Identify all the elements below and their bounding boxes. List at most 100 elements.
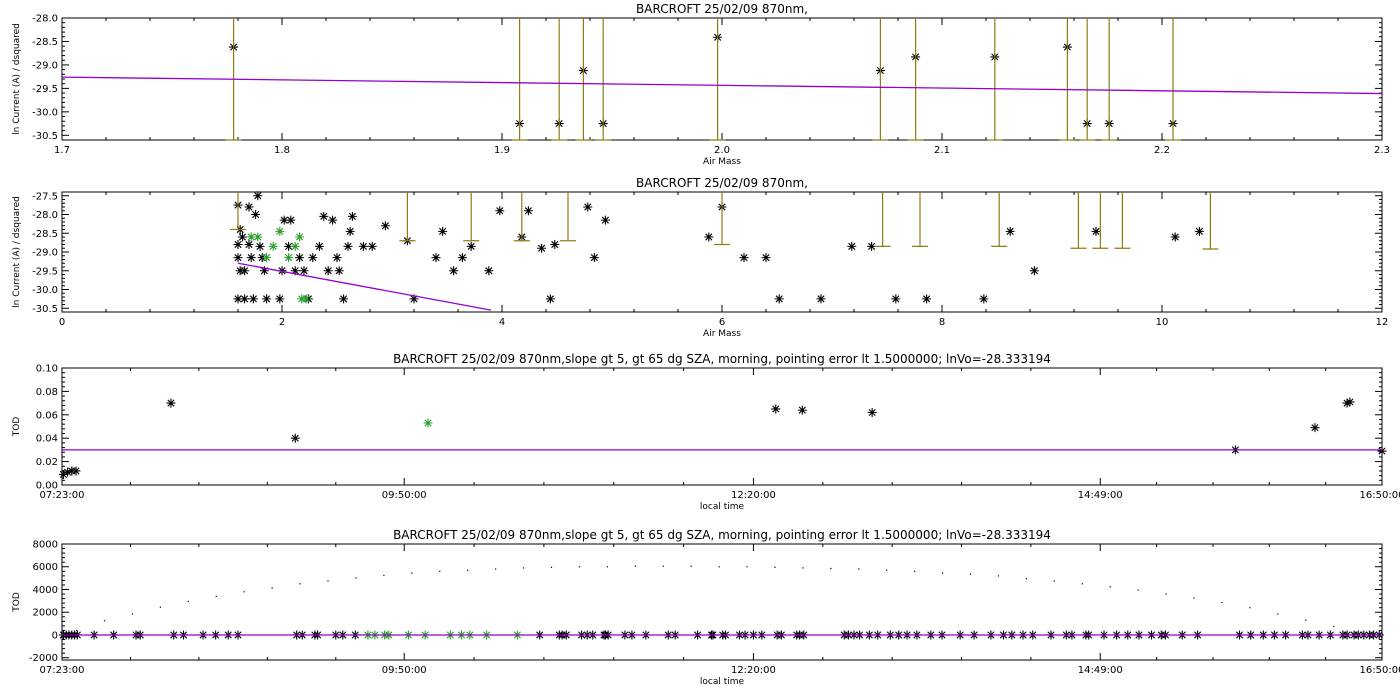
data-point	[358, 241, 368, 251]
data-point-glyph	[347, 211, 357, 221]
data-point	[343, 241, 353, 251]
data-point-glyph	[816, 294, 826, 304]
panel-title: BARCROFT 25/02/09 870nm,	[636, 2, 808, 16]
data-point-glyph	[589, 253, 599, 263]
selected-point-glyph	[423, 418, 433, 428]
data-point	[251, 210, 261, 219]
data-point	[253, 191, 263, 201]
x-tick-label: 14:49:00	[1078, 665, 1123, 676]
data-point	[323, 266, 333, 276]
data-point	[431, 253, 441, 263]
data-point-glyph	[332, 253, 342, 263]
data-point	[771, 404, 781, 414]
data-point-glyph	[345, 226, 355, 236]
y-tick-label: 0.10	[36, 364, 58, 375]
y-tick-label: 8000	[33, 540, 58, 551]
airmass-dot	[1081, 583, 1083, 585]
airmass-dot	[830, 567, 832, 570]
airmass-dot	[299, 583, 301, 585]
airmass-dot	[187, 600, 189, 603]
tod-time-panel: BARCROFT 25/02/09 870nm,slope gt 5, gt 6…	[12, 352, 1400, 512]
selected-point-glyph	[290, 241, 300, 251]
airmass-dot	[439, 570, 441, 572]
data-point	[255, 241, 265, 251]
data-point	[295, 253, 305, 263]
error-bars	[230, 192, 1219, 250]
data-point-glyph	[290, 266, 300, 276]
data-point	[237, 232, 247, 242]
airmass-dot	[746, 566, 748, 568]
data-point-glyph	[259, 266, 269, 276]
selected-point	[295, 232, 305, 242]
data-point-glyph	[550, 240, 560, 249]
data-point-glyph	[166, 398, 176, 408]
airmass-dot	[1277, 613, 1279, 615]
x-tick-label: 4	[499, 317, 505, 328]
data-point-glyph	[286, 215, 296, 225]
y-tick-label: 4000	[33, 585, 58, 596]
x-tick-label: 09:50:00	[382, 490, 427, 501]
airmass-dot	[550, 566, 553, 568]
selected-point-glyph	[295, 232, 305, 242]
x-tick-label: 6	[719, 317, 725, 328]
y-axis-label: ln Current (A) / dsquared	[12, 196, 22, 308]
airmass-full-panel: BARCROFT 25/02/09 870nm, Air Mass ln Cur…	[12, 176, 1388, 339]
airmass-dot	[718, 566, 720, 568]
x-tick-label: 2.2	[1154, 145, 1170, 156]
data-point-glyph	[319, 211, 329, 221]
data-point	[495, 206, 505, 216]
data-point-glyph	[867, 407, 877, 417]
x-axis-label: Air Mass	[703, 157, 741, 167]
data-point	[550, 240, 560, 249]
y-tick-label: -27.5	[32, 191, 58, 202]
data-point-glyph	[1029, 266, 1039, 276]
data-point-glyph	[1345, 397, 1355, 407]
airmass-dot	[1333, 625, 1335, 628]
selected-point	[262, 253, 272, 263]
airmass-dot	[1193, 597, 1195, 599]
y-tick-label: 0	[52, 630, 58, 641]
fit-line	[237, 262, 492, 311]
data-point	[345, 226, 355, 236]
data-point	[774, 294, 784, 304]
airmass-dot	[215, 595, 217, 597]
data-point-glyph	[867, 241, 877, 251]
data-point	[299, 266, 309, 276]
data-point	[704, 232, 714, 242]
airmass-dot	[243, 591, 245, 593]
data-point-glyph	[449, 266, 459, 276]
data-point-glyph	[240, 266, 250, 276]
x-tick-label: 1.7	[54, 145, 70, 156]
data-point	[589, 253, 599, 263]
data-point-glyph	[244, 240, 254, 249]
data-point	[523, 206, 533, 216]
data-point-glyph	[255, 241, 265, 251]
data-point	[244, 240, 254, 249]
y-tick-label: -30.5	[32, 304, 58, 315]
data-point-glyph	[431, 253, 441, 263]
data-point-glyph	[58, 469, 68, 479]
data-point	[332, 253, 342, 263]
x-tick-label: 1.8	[274, 145, 290, 156]
x-tick-label: 2.3	[1374, 145, 1390, 156]
airmass-dot	[467, 569, 469, 571]
y-tick-label: 2000	[33, 608, 58, 619]
data-point	[319, 211, 329, 221]
data-point	[797, 405, 807, 415]
y-tick-label: 0.06	[36, 410, 58, 421]
data-point-glyph	[253, 191, 263, 201]
airmass-dot	[802, 567, 804, 569]
data-point	[816, 294, 826, 304]
data-point	[275, 294, 285, 304]
x-tick-label: 12:20:00	[731, 665, 776, 676]
selected-point-glyph	[301, 294, 311, 304]
data-point	[233, 240, 243, 249]
data-point-glyph	[323, 266, 333, 276]
data-point	[537, 243, 547, 253]
data-point-glyph	[284, 241, 294, 251]
data-point-glyph	[328, 215, 338, 225]
airmass-dot	[997, 575, 1000, 577]
data-point-glyph	[761, 253, 771, 263]
selected-point-glyph	[275, 226, 285, 236]
airmass-dot	[103, 620, 106, 622]
